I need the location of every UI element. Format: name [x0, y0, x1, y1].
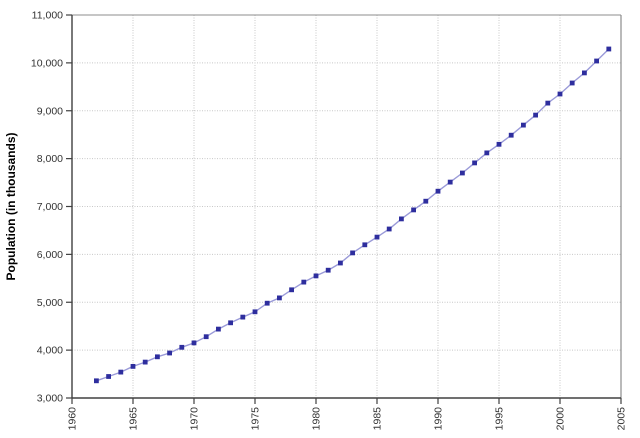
x-tick-label: 1965	[128, 407, 140, 431]
data-point-marker	[484, 150, 490, 156]
data-point-marker	[423, 198, 429, 204]
data-point-marker	[118, 369, 124, 375]
x-tick-label: 2000	[555, 407, 567, 431]
data-point-marker	[142, 359, 148, 365]
data-point-marker	[447, 179, 453, 185]
data-point-marker	[155, 354, 160, 360]
data-point-marker	[569, 80, 575, 86]
data-point-marker	[606, 46, 612, 52]
x-tick-label: 1980	[311, 407, 323, 431]
y-tick-label: 11,000	[32, 10, 63, 22]
data-point-marker	[130, 364, 136, 369]
data-point-marker	[106, 374, 111, 379]
y-tick-label: 4,000	[37, 345, 63, 357]
y-axis-title: Population (in thousands)	[4, 133, 18, 281]
y-tick-label: 6,000	[37, 249, 63, 261]
data-point-marker	[386, 226, 392, 232]
data-point-marker	[240, 314, 246, 320]
data-point-marker	[191, 340, 197, 346]
y-tick-label: 8,000	[37, 153, 63, 165]
data-point-marker	[374, 234, 380, 240]
data-point-marker	[264, 300, 270, 306]
data-point-marker	[521, 122, 526, 128]
data-point-marker	[252, 309, 258, 315]
data-point-marker	[594, 58, 599, 64]
data-point-marker	[338, 260, 343, 266]
data-point-marker	[325, 267, 331, 273]
data-point-marker	[533, 112, 538, 118]
data-point-marker	[557, 91, 563, 97]
data-point-marker	[582, 70, 587, 76]
x-tick-label: 1995	[494, 407, 506, 431]
data-point-marker	[411, 207, 416, 213]
data-point-marker	[399, 216, 404, 222]
data-point-marker	[460, 170, 465, 176]
x-tick-label: 1960	[67, 407, 79, 431]
data-point-marker	[94, 378, 99, 384]
data-point-marker	[472, 160, 477, 166]
x-tick-label: 1970	[189, 407, 201, 431]
data-point-marker	[289, 287, 294, 293]
data-point-marker	[228, 320, 233, 326]
data-point-marker	[301, 279, 307, 285]
data-point-marker	[277, 295, 282, 301]
x-tick-label: 2005	[616, 407, 628, 431]
data-point-marker	[167, 350, 172, 356]
data-point-marker	[545, 100, 551, 106]
y-tick-label: 10,000	[31, 57, 63, 69]
data-point-marker	[179, 344, 185, 350]
data-point-marker	[496, 141, 502, 147]
x-tick-label: 1975	[250, 407, 262, 431]
data-point-marker	[435, 188, 441, 194]
y-tick-label: 5,000	[37, 297, 63, 309]
y-tick-label: 3,000	[37, 393, 63, 405]
data-point-marker	[216, 326, 221, 332]
x-tick-label: 1985	[372, 407, 384, 431]
data-point-marker	[203, 334, 209, 340]
y-tick-label: 7,000	[37, 201, 63, 213]
data-point-marker	[350, 250, 355, 256]
x-tick-label: 1990	[433, 407, 445, 431]
data-point-marker	[313, 273, 319, 279]
y-tick-label: 9,000	[37, 105, 63, 117]
data-point-marker	[508, 132, 514, 138]
data-point-marker	[362, 242, 368, 248]
